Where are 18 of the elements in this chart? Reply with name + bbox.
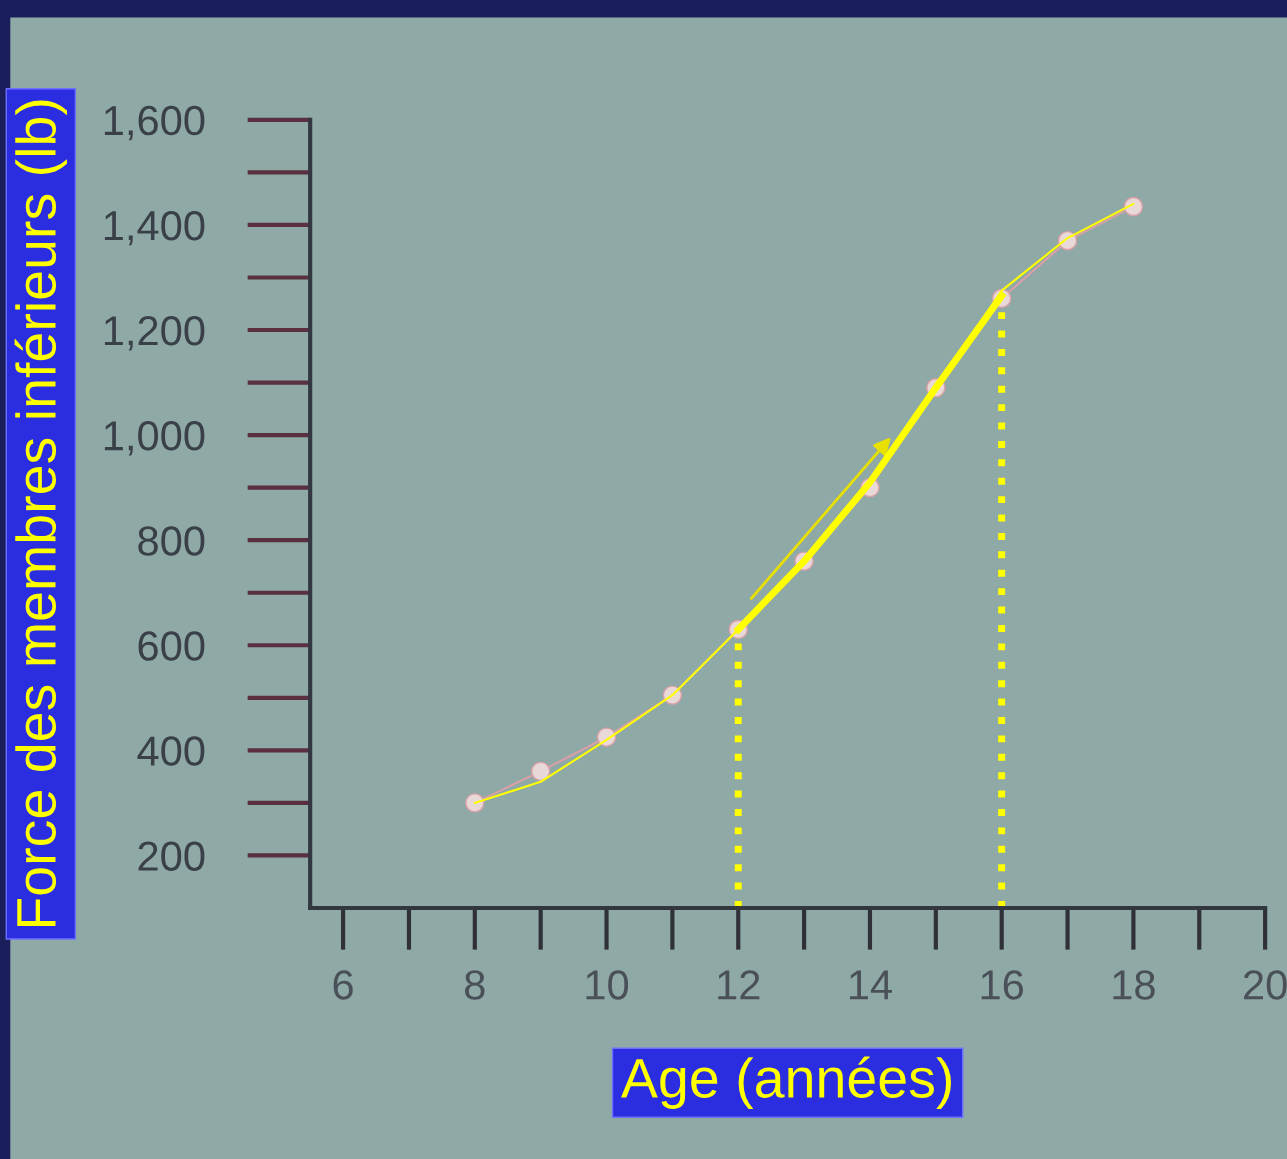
y-axis-title: Force des membres inférieurs (lb)	[14, 100, 67, 927]
x-tick-label: 8	[465, 970, 485, 1000]
y-tick-label: 1,600	[104, 105, 205, 141]
x-tick-label: 6	[333, 970, 353, 1000]
y-tick-label: 800	[138, 526, 205, 556]
x-tick-label: 14	[849, 970, 892, 1000]
y-tick-label: 1,400	[104, 210, 205, 246]
x-tick-label: 20	[1244, 970, 1287, 1000]
x-tick-label: 10	[586, 970, 629, 1000]
x-tick-label: 16	[981, 970, 1024, 1000]
y-tick-label: 400	[137, 736, 205, 766]
x-tick-label: 18	[1113, 970, 1155, 1000]
x-axis-title: Age (années)	[620, 1056, 951, 1109]
x-tick-label: 12	[718, 970, 760, 1000]
y-tick-label: 1,200	[104, 316, 205, 351]
y-tick-label: 600	[138, 631, 205, 661]
y-tick-label: 200	[138, 841, 205, 871]
y-tick-label: 1,000	[104, 421, 205, 456]
